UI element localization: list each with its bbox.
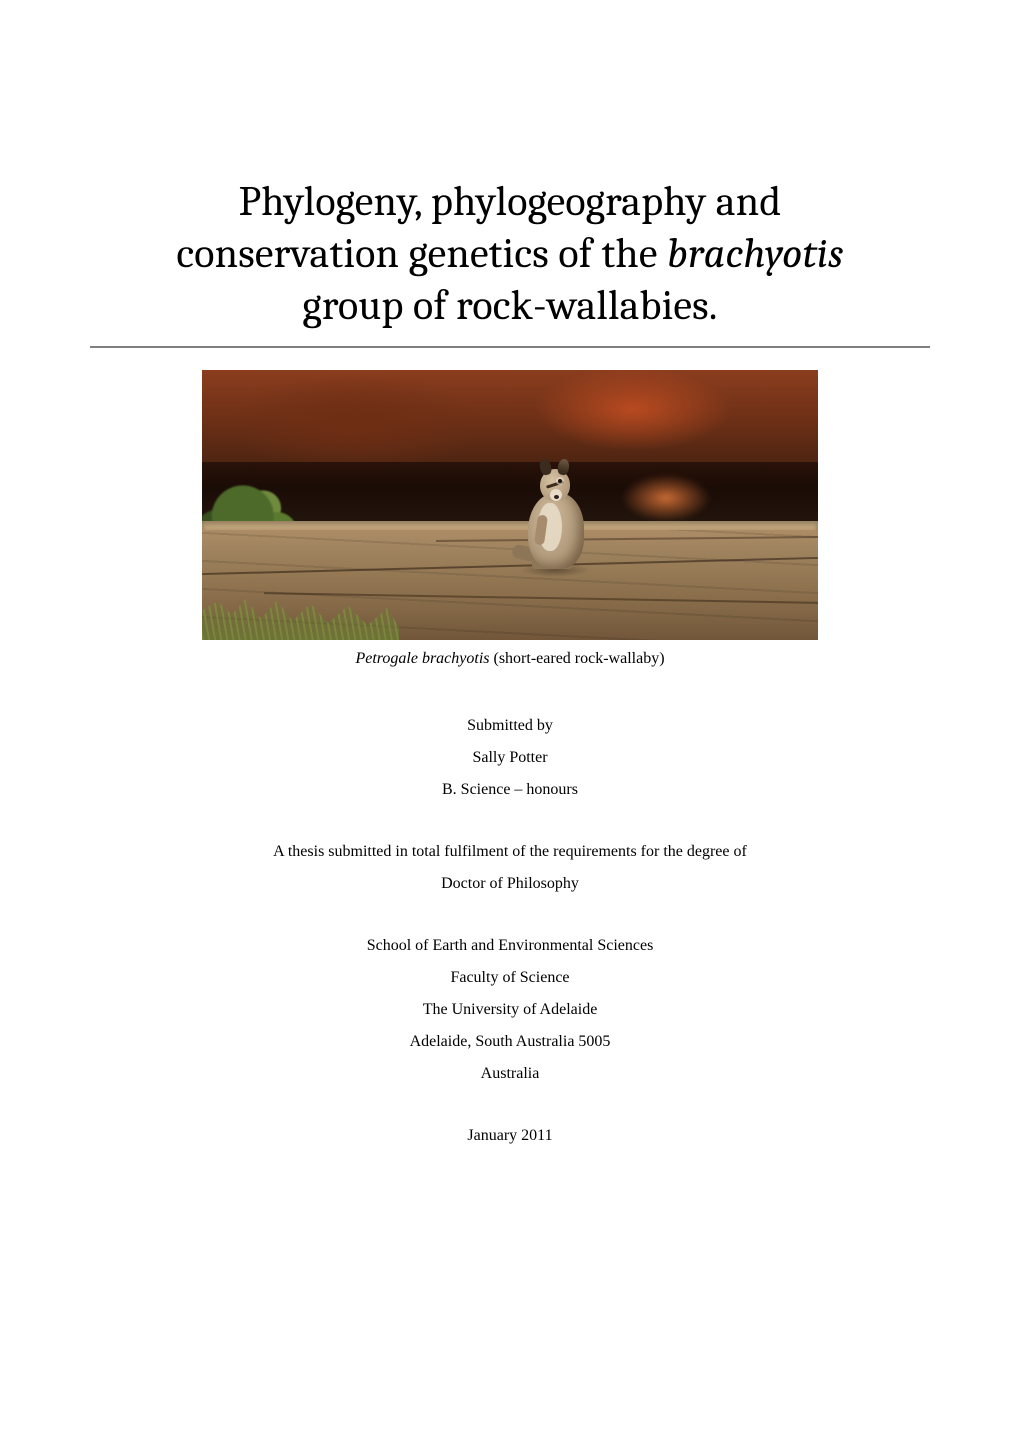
figure-caption-scientific-name: Petrogale brachyotis	[355, 650, 489, 667]
figure-caption-rest: (short-eared rock-wallaby)	[490, 650, 665, 667]
submitted-by-label: Submitted by	[0, 710, 1020, 742]
title-block: Phylogeny, phylogeography and conservati…	[90, 176, 930, 348]
author-qualification: B. Science – honours	[0, 774, 1020, 806]
address-line: Adelaide, South Australia 5005	[0, 1026, 1020, 1058]
date-block: January 2011	[0, 1120, 1020, 1152]
wallaby-ear-right	[557, 458, 571, 476]
thesis-title-page: Phylogeny, phylogeography and conservati…	[0, 0, 1020, 1442]
figure-caption: Petrogale brachyotis (short-eared rock-w…	[202, 650, 818, 668]
title-line-2-pre: conservation genetics of the	[176, 229, 667, 278]
fulfilment-line-2: Doctor of Philosophy	[0, 868, 1020, 900]
figure-upper-rock	[202, 370, 818, 467]
fulfilment-block: A thesis submitted in total fulfilment o…	[0, 836, 1020, 900]
submitted-by-block: Submitted by Sally Potter B. Science – h…	[0, 710, 1020, 806]
figure-wallaby	[510, 459, 596, 575]
title-line-3: group of rock-wallabies.	[90, 280, 930, 332]
faculty-name: Faculty of Science	[0, 962, 1020, 994]
author-name: Sally Potter	[0, 742, 1020, 774]
country-line: Australia	[0, 1058, 1020, 1090]
school-name: School of Earth and Environmental Scienc…	[0, 930, 1020, 962]
figure-photo	[202, 370, 818, 640]
title-line-2-italic: brachyotis	[667, 229, 844, 278]
submission-date: January 2011	[0, 1120, 1020, 1152]
university-name: The University of Adelaide	[0, 994, 1020, 1026]
title-line-2: conservation genetics of the brachyotis	[90, 228, 930, 280]
affiliation-block: School of Earth and Environmental Scienc…	[0, 930, 1020, 1090]
fulfilment-line-1: A thesis submitted in total fulfilment o…	[0, 836, 1020, 868]
figure-block: Petrogale brachyotis (short-eared rock-w…	[202, 370, 818, 668]
title-line-1: Phylogeny, phylogeography and	[90, 176, 930, 228]
